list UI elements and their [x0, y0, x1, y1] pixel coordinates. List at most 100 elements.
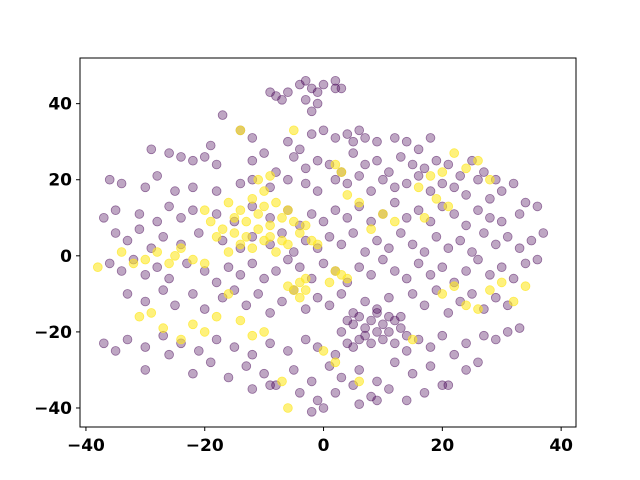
data-point — [389, 133, 400, 143]
data-point — [283, 136, 293, 147]
data-point — [300, 76, 311, 86]
data-point — [277, 376, 287, 387]
data-point — [205, 140, 216, 151]
data-point — [235, 239, 246, 250]
data-point — [520, 197, 531, 208]
data-point — [467, 289, 477, 299]
data-point — [490, 334, 501, 345]
data-point — [247, 133, 258, 143]
data-point — [104, 174, 115, 185]
data-point — [413, 258, 424, 269]
data-point — [277, 296, 287, 307]
data-point — [318, 216, 329, 227]
data-point — [241, 300, 252, 311]
plot-area — [80, 58, 576, 427]
data-point — [401, 346, 412, 356]
data-point — [300, 285, 311, 295]
data-point — [294, 262, 305, 273]
data-point — [413, 171, 424, 181]
y-axis: −40 −20 0 20 40 — [34, 95, 80, 419]
data-point — [306, 129, 317, 139]
data-point — [490, 239, 501, 250]
data-point — [378, 174, 388, 185]
data-point — [496, 277, 507, 288]
data-point — [407, 239, 418, 250]
y-tick-label: −20 — [34, 323, 72, 343]
data-point — [288, 125, 299, 136]
data-point — [354, 125, 365, 136]
data-point — [461, 163, 471, 174]
data-point — [372, 235, 382, 246]
data-point — [188, 319, 198, 330]
data-point — [164, 258, 174, 269]
data-point — [407, 368, 418, 379]
data-point — [164, 273, 174, 284]
data-point — [152, 262, 163, 273]
data-point — [324, 232, 335, 242]
data-point — [300, 334, 311, 345]
data-point — [389, 182, 400, 193]
data-point — [288, 365, 299, 375]
data-point — [372, 395, 382, 406]
data-point — [259, 235, 269, 246]
data-point — [342, 190, 353, 200]
data-point — [455, 171, 466, 181]
data-point — [419, 213, 430, 223]
data-point — [300, 178, 311, 189]
data-point — [229, 342, 240, 352]
data-point — [473, 357, 483, 368]
data-point — [259, 327, 269, 337]
data-point — [294, 387, 305, 398]
data-point — [312, 239, 323, 250]
data-point — [485, 269, 495, 280]
data-point — [461, 300, 471, 311]
data-point — [461, 365, 471, 375]
data-point — [116, 178, 127, 189]
data-point — [342, 338, 353, 349]
data-point — [265, 308, 275, 318]
data-point — [419, 387, 430, 398]
data-point — [336, 372, 347, 383]
data-point — [188, 155, 198, 166]
data-point — [378, 334, 388, 345]
data-point — [300, 304, 311, 314]
data-point — [413, 144, 424, 155]
data-point — [140, 269, 151, 280]
data-point — [532, 201, 543, 212]
data-point — [223, 197, 234, 208]
data-point — [378, 254, 388, 265]
data-point — [140, 365, 151, 375]
data-point — [199, 205, 210, 216]
data-point — [389, 338, 400, 349]
data-point — [407, 289, 418, 299]
data-point — [330, 357, 341, 368]
data-point — [235, 125, 246, 136]
data-point — [324, 300, 335, 311]
data-point — [271, 266, 281, 276]
data-point — [152, 216, 163, 227]
data-point — [336, 289, 347, 299]
data-point — [389, 357, 400, 368]
data-point — [485, 285, 495, 295]
data-point — [188, 182, 198, 193]
data-point — [395, 228, 406, 238]
data-point — [152, 171, 163, 181]
data-point — [419, 163, 430, 174]
data-point — [312, 292, 323, 303]
data-point — [508, 178, 519, 189]
data-point — [229, 213, 240, 223]
data-point — [199, 327, 210, 337]
data-point — [271, 247, 281, 257]
data-point — [223, 262, 234, 273]
data-point — [485, 213, 495, 223]
data-point — [283, 174, 293, 185]
y-tick-label: 0 — [60, 247, 72, 267]
data-point — [235, 269, 246, 280]
x-tick-label: −40 — [67, 436, 105, 456]
data-point — [170, 186, 180, 196]
data-point — [496, 262, 507, 273]
data-point — [479, 167, 489, 177]
data-point — [235, 315, 246, 326]
data-point — [389, 216, 400, 227]
data-point — [205, 216, 216, 227]
